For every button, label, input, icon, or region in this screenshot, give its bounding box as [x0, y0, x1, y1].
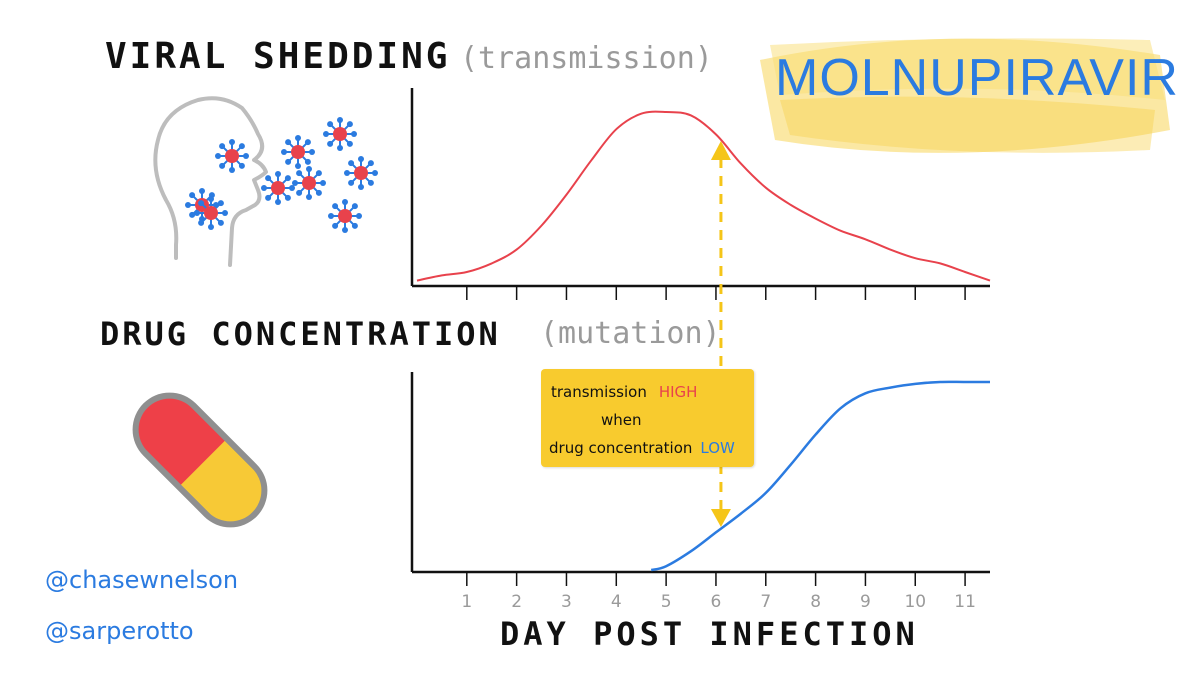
drug-concentration-line [650, 380, 990, 572]
x-tick-label: 9 [860, 592, 871, 612]
x-tick-label: 1 [461, 592, 472, 612]
x-tick-label: 2 [511, 592, 522, 612]
x-tick-label: 4 [611, 592, 622, 612]
drug-name: MOLNUPIRAVIR [775, 49, 1179, 107]
x-tick-label: 7 [760, 592, 771, 612]
bottom-chart-axes [410, 372, 990, 574]
virus-icon [328, 199, 362, 233]
note-low: LOW [700, 439, 735, 457]
x-tick-label: 10 [904, 592, 926, 612]
top-chart-ticks [466, 286, 966, 300]
x-tick-label: 5 [661, 592, 672, 612]
viral-shedding-subtitle: (transmission) [460, 41, 713, 76]
viral-shedding-line [416, 110, 991, 282]
virus-icon [215, 139, 249, 173]
note-when: when [601, 411, 642, 429]
bottom-chart-ticks [466, 572, 966, 586]
note-transmission: transmission [551, 383, 647, 401]
virus-icon [344, 156, 378, 190]
drug-concentration-subtitle: (mutation) [540, 316, 721, 351]
comparison-arrow [710, 141, 731, 527]
drug-concentration-title: DRUG CONCENTRATION [100, 315, 501, 353]
highlight-scribble [760, 38, 1170, 153]
virus-icon [261, 171, 295, 205]
head-icon [153, 96, 268, 267]
virus-icon [281, 135, 315, 169]
virus-icon [292, 166, 326, 200]
pill-icon [125, 385, 275, 535]
note-drug-concentration: drug concentration [549, 439, 693, 457]
viral-shedding-title: VIRAL SHEDDING [105, 36, 451, 77]
note-high: HIGH [658, 383, 698, 401]
top-chart-axes [410, 88, 990, 288]
x-tick-label: 6 [711, 592, 722, 612]
x-tick-label: 3 [561, 592, 572, 612]
x-tick-labels: 1 2 3 4 5 6 7 8 9 10 11 [461, 592, 976, 612]
annotation-note: transmission HIGH when drug concentration… [541, 369, 754, 467]
x-tick-label: 8 [810, 592, 821, 612]
credit-handle-2: @sarperotto [45, 617, 194, 645]
virus-cluster [185, 117, 378, 233]
virus-icon [323, 117, 357, 151]
credit-handle-1: @chasewnelson [45, 566, 239, 594]
x-tick-label: 11 [954, 592, 976, 612]
virus-icon [194, 196, 228, 230]
x-axis-label: DAY POST INFECTION [500, 615, 919, 653]
